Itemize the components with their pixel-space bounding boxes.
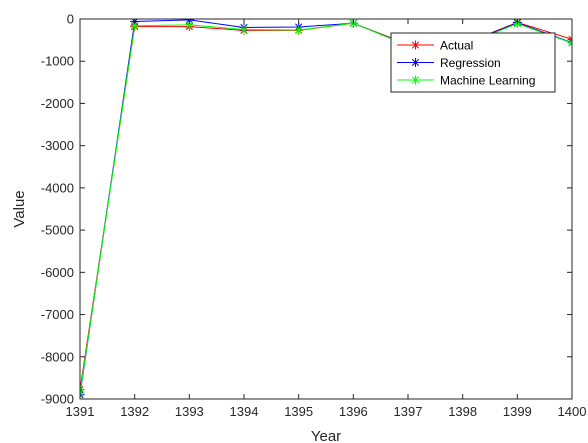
x-tick-label: 1392	[120, 404, 149, 419]
y-axis-title: Value	[11, 190, 28, 227]
x-axis: 1391 1392 1393 1394 1395 1396 1397 1398 1399 1400	[66, 19, 587, 419]
x-tick-label: 1400	[558, 404, 587, 419]
x-tick-label: 1399	[503, 404, 532, 419]
legend: Actual Regression Machine Learning	[390, 32, 556, 93]
data-point-machine-learning	[130, 21, 140, 31]
x-tick-label: 1391	[66, 404, 95, 419]
y-tick-label: -7000	[41, 307, 74, 322]
legend-label: Regression	[440, 56, 501, 70]
y-tick-label: 0	[67, 12, 74, 27]
x-tick-label: 1398	[448, 404, 477, 419]
x-tick-label: 1397	[394, 404, 423, 419]
legend-label: Machine Learning	[440, 74, 535, 88]
legend-item-regression: Regression	[397, 56, 501, 70]
legend-marker	[411, 40, 420, 50]
y-tick-label: -3000	[41, 138, 74, 153]
legend-marker	[411, 75, 420, 85]
legend-item-actual: Actual	[397, 39, 473, 53]
y-axis: -9000 -8000 -7000 -6000 -5000 -4000 -3000 -2000…	[41, 12, 572, 407]
x-tick-label: 1393	[175, 404, 204, 419]
x-tick-label: 1395	[284, 404, 313, 419]
y-tick-label: -6000	[41, 265, 74, 280]
data-point-machine-learning	[294, 25, 304, 35]
x-axis-title: Year	[311, 428, 341, 443]
y-tick-label: -1000	[41, 54, 74, 69]
y-tick-label: -5000	[41, 223, 74, 238]
data-point-machine-learning	[239, 25, 249, 35]
y-tick-label: -2000	[41, 96, 74, 111]
data-point-machine-learning	[184, 20, 194, 30]
y-tick-label: -8000	[41, 349, 74, 364]
legend-marker	[411, 58, 420, 67]
plot-frame	[79, 18, 573, 400]
legend-item-machine-learning: Machine Learning	[397, 74, 535, 88]
x-tick-label: 1394	[230, 404, 259, 419]
y-tick-label: -4000	[41, 180, 74, 195]
y-tick-label: -9000	[41, 392, 74, 407]
legend-label: Actual	[440, 39, 473, 53]
x-tick-label: 1396	[339, 404, 368, 419]
